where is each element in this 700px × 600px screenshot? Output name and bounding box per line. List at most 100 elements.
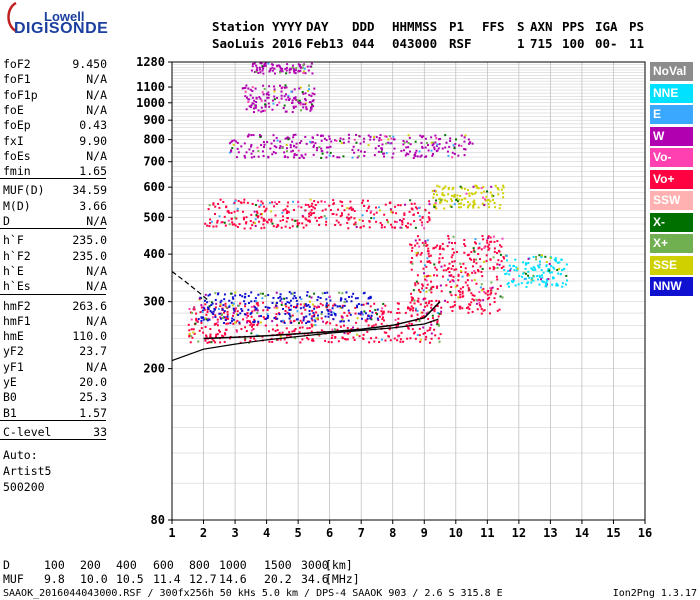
echo-point (283, 321, 286, 324)
echo-point (449, 137, 452, 140)
echo-point (257, 199, 260, 202)
echo-point (419, 134, 422, 137)
echo-point (377, 319, 380, 322)
echo-point (402, 218, 405, 221)
echo-point (327, 146, 330, 149)
echo-point (505, 254, 508, 257)
echo-point (293, 291, 296, 294)
echo-point (441, 193, 444, 196)
echo-point (514, 284, 517, 287)
echo-point (350, 206, 353, 209)
echo-point (449, 139, 452, 142)
echo-point (451, 151, 454, 154)
echo-point (450, 198, 453, 201)
echo-point (455, 197, 458, 200)
echo-point (445, 269, 448, 272)
echo-point (408, 307, 411, 310)
echo-point (352, 326, 355, 329)
echo-point (351, 156, 354, 159)
echo-point (241, 295, 244, 298)
echo-point (311, 136, 314, 139)
echo-point (461, 292, 464, 295)
echo-point (436, 323, 439, 326)
echo-point (415, 254, 418, 257)
echo-point (552, 277, 555, 280)
echo-point (562, 268, 565, 271)
parameter-panel: foF2 9.450 foF1 N/A foF1p N/A foE N/A foEp 0.43 fx… (0, 57, 109, 527)
echo-point (473, 250, 476, 253)
param-name: h`F2 (3, 248, 31, 263)
echo-point (251, 224, 254, 227)
echo-point (447, 154, 450, 157)
echo-point (217, 202, 220, 205)
echo-point (238, 223, 241, 226)
echo-point (310, 339, 313, 342)
echo-point (268, 218, 271, 221)
echo-point (548, 271, 551, 274)
x-tick-label: 6 (326, 526, 333, 540)
echo-point (273, 139, 276, 142)
echo-point (426, 257, 429, 260)
echo-point (299, 69, 302, 72)
echo-point (268, 105, 271, 108)
echo-point (483, 309, 486, 312)
echo-point (464, 281, 467, 284)
echo-point (276, 104, 279, 107)
x-tick-label: 3 (231, 526, 238, 540)
echo-point (271, 99, 274, 102)
echo-point (307, 320, 310, 323)
echo-point (495, 275, 498, 278)
echo-point (339, 299, 342, 302)
echo-point (502, 256, 505, 259)
echo-point (244, 302, 247, 305)
echo-point (354, 312, 357, 315)
echo-point (214, 314, 217, 317)
echo-point (301, 222, 304, 225)
echo-point (292, 97, 295, 100)
echo-point (254, 203, 257, 206)
echo-point (300, 321, 303, 324)
echo-point (426, 244, 429, 247)
echo-point (259, 292, 262, 295)
echo-point (402, 143, 405, 146)
echo-point (313, 305, 316, 308)
echo-point (500, 260, 503, 263)
echo-point (216, 318, 219, 321)
echo-point (244, 90, 247, 93)
echo-point (287, 334, 290, 337)
echo-point (404, 154, 407, 157)
echo-point (391, 156, 394, 159)
echo-point (321, 209, 324, 212)
echo-point (362, 140, 365, 143)
echo-point (310, 212, 313, 215)
echo-point (430, 332, 433, 335)
echo-point (422, 326, 425, 329)
echo-point (295, 318, 298, 321)
echo-point (421, 287, 424, 290)
echo-point (309, 65, 312, 68)
echo-point (551, 283, 554, 286)
echo-point (418, 215, 421, 218)
echo-point (454, 138, 457, 141)
echo-point (234, 307, 237, 310)
echo-point (408, 136, 411, 139)
echo-point (344, 298, 347, 301)
echo-point (487, 248, 490, 251)
echo-point (250, 143, 253, 146)
echo-point (380, 148, 383, 151)
echo-point (270, 220, 273, 223)
echo-point (250, 325, 253, 328)
echo-point (238, 321, 241, 324)
echo-point (212, 339, 215, 342)
echo-point (409, 243, 412, 246)
echo-point (288, 226, 291, 229)
echo-point (433, 148, 436, 151)
echo-point (299, 101, 302, 104)
echo-point (324, 208, 327, 211)
echo-point (296, 225, 299, 228)
echo-point (216, 333, 219, 336)
echo-point (281, 331, 284, 334)
echo-point (477, 247, 480, 250)
echo-point (396, 312, 399, 315)
echo-point (277, 312, 280, 315)
